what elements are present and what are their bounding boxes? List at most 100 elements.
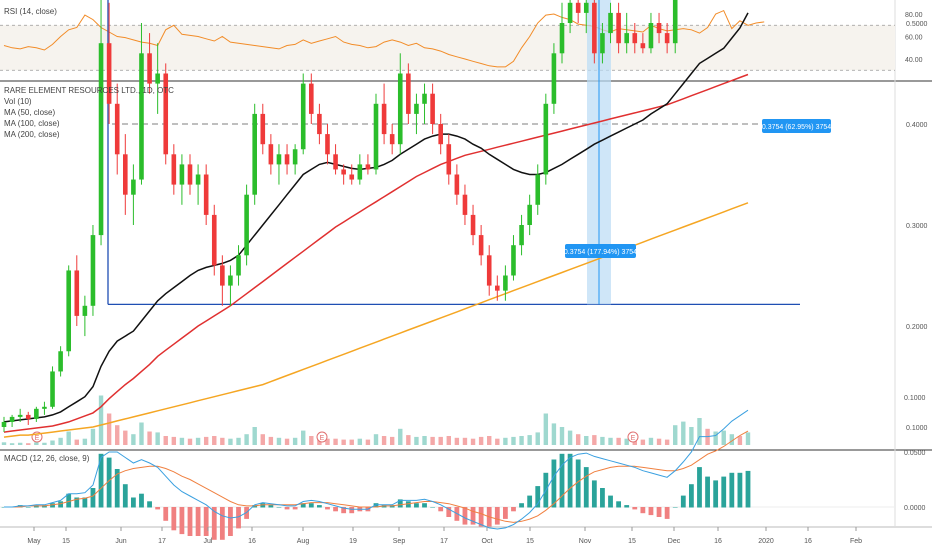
candle-body [478,235,484,256]
macd-histogram-bar [292,507,298,510]
macd-histogram-bar [511,507,516,512]
volume-bar [656,438,662,445]
volume-bar [187,438,193,445]
macd-histogram-bar [106,457,112,508]
candle-body [567,2,573,24]
candle-body [373,103,379,170]
macd-histogram-bar [729,472,735,508]
volume-bar [203,436,209,445]
volume-bar [697,418,702,445]
candle-body [511,245,516,276]
volume-bar [90,428,96,445]
volume-bar [446,436,451,445]
candle-body [656,23,662,34]
earnings-marker-label: E [631,435,636,442]
volume-bar [163,436,168,445]
macd-histogram-bar [745,470,751,508]
macd-histogram-bar [551,459,557,508]
x-axis-label: 16 [714,538,722,545]
candle-body [664,33,670,44]
volume-bar [17,442,23,445]
macd-histogram-bar [171,507,177,531]
volume-bar [398,428,403,445]
volume-bar [212,436,217,445]
candle-body [220,265,225,286]
macd-histogram-bar [316,505,322,508]
x-axis-label: 17 [440,538,448,545]
volume-bar [584,436,589,445]
candle-body [592,2,597,54]
volume-bar [729,434,735,445]
volume-bar [147,431,152,445]
volume-bar [422,436,427,445]
volume-bar [115,425,120,445]
candle-body [106,43,112,104]
volume-bar [1,442,7,445]
macd-histogram-bar [260,503,266,508]
x-axis-label: Sep [393,538,406,545]
x-axis-label: Jul [204,538,213,545]
volume-bar [608,437,613,445]
volume-bar [82,438,88,445]
macd-histogram-bar [721,476,727,508]
candle-body [648,23,654,49]
macd-histogram-bar [139,493,144,508]
macd-histogram-bar [179,507,185,535]
candle-body [341,169,346,175]
earnings-marker [316,431,328,443]
volume-bar [252,427,257,445]
macd-histogram-bar [583,467,589,508]
macd-histogram-bar [697,467,702,508]
candle-body [228,275,233,286]
macd-histogram-bar [600,488,605,508]
macd-histogram-bar [640,507,646,514]
x-axis-label: 15 [62,538,70,545]
volume-bar [527,435,532,445]
macd-histogram-bar [672,507,678,508]
candle-body [260,113,266,145]
candle-body [34,408,39,419]
volume-bar [349,439,354,445]
candle-body [292,149,298,165]
volume-bar [220,437,225,445]
macd-histogram-bar [737,472,743,508]
indicator-ma100: MA (100, close) [4,119,60,128]
candle-body [495,285,500,291]
volume-bar [50,440,55,445]
macd-histogram-bar [422,503,427,508]
x-axis-label: 15 [628,538,636,545]
candle-body [9,416,15,422]
earnings-marker-label: E [320,435,325,442]
volume-bar [737,436,743,445]
candle-body [276,154,282,165]
volume-bar [406,435,411,445]
candle-body [268,144,274,165]
volume-bar [689,427,694,445]
volume-bar [503,437,508,445]
volume-bar [66,431,71,445]
measure-label-bg [762,119,831,133]
volume-bar [511,436,516,445]
volume-bar [673,425,678,445]
rsi-band [0,25,895,71]
volume-bar [34,442,39,445]
indicator-ma200: MA (200, close) [4,130,60,139]
macd-line [4,409,749,530]
volume-bar [179,437,185,445]
volume-bar [333,438,338,445]
x-axis-label: Feb [850,538,862,545]
macd-histogram-bar [147,501,152,508]
volume-bar [373,434,379,445]
macd-histogram-bar [211,507,217,540]
macd-histogram-bar [535,486,541,508]
macd-histogram-bar [187,507,193,536]
candle-body [583,2,589,13]
macd-histogram-bar [333,507,338,512]
volume-bar [721,430,726,445]
volume-bar [301,430,306,445]
volume-bar [236,437,241,445]
candle-body [470,214,476,236]
candle-body [535,174,541,205]
